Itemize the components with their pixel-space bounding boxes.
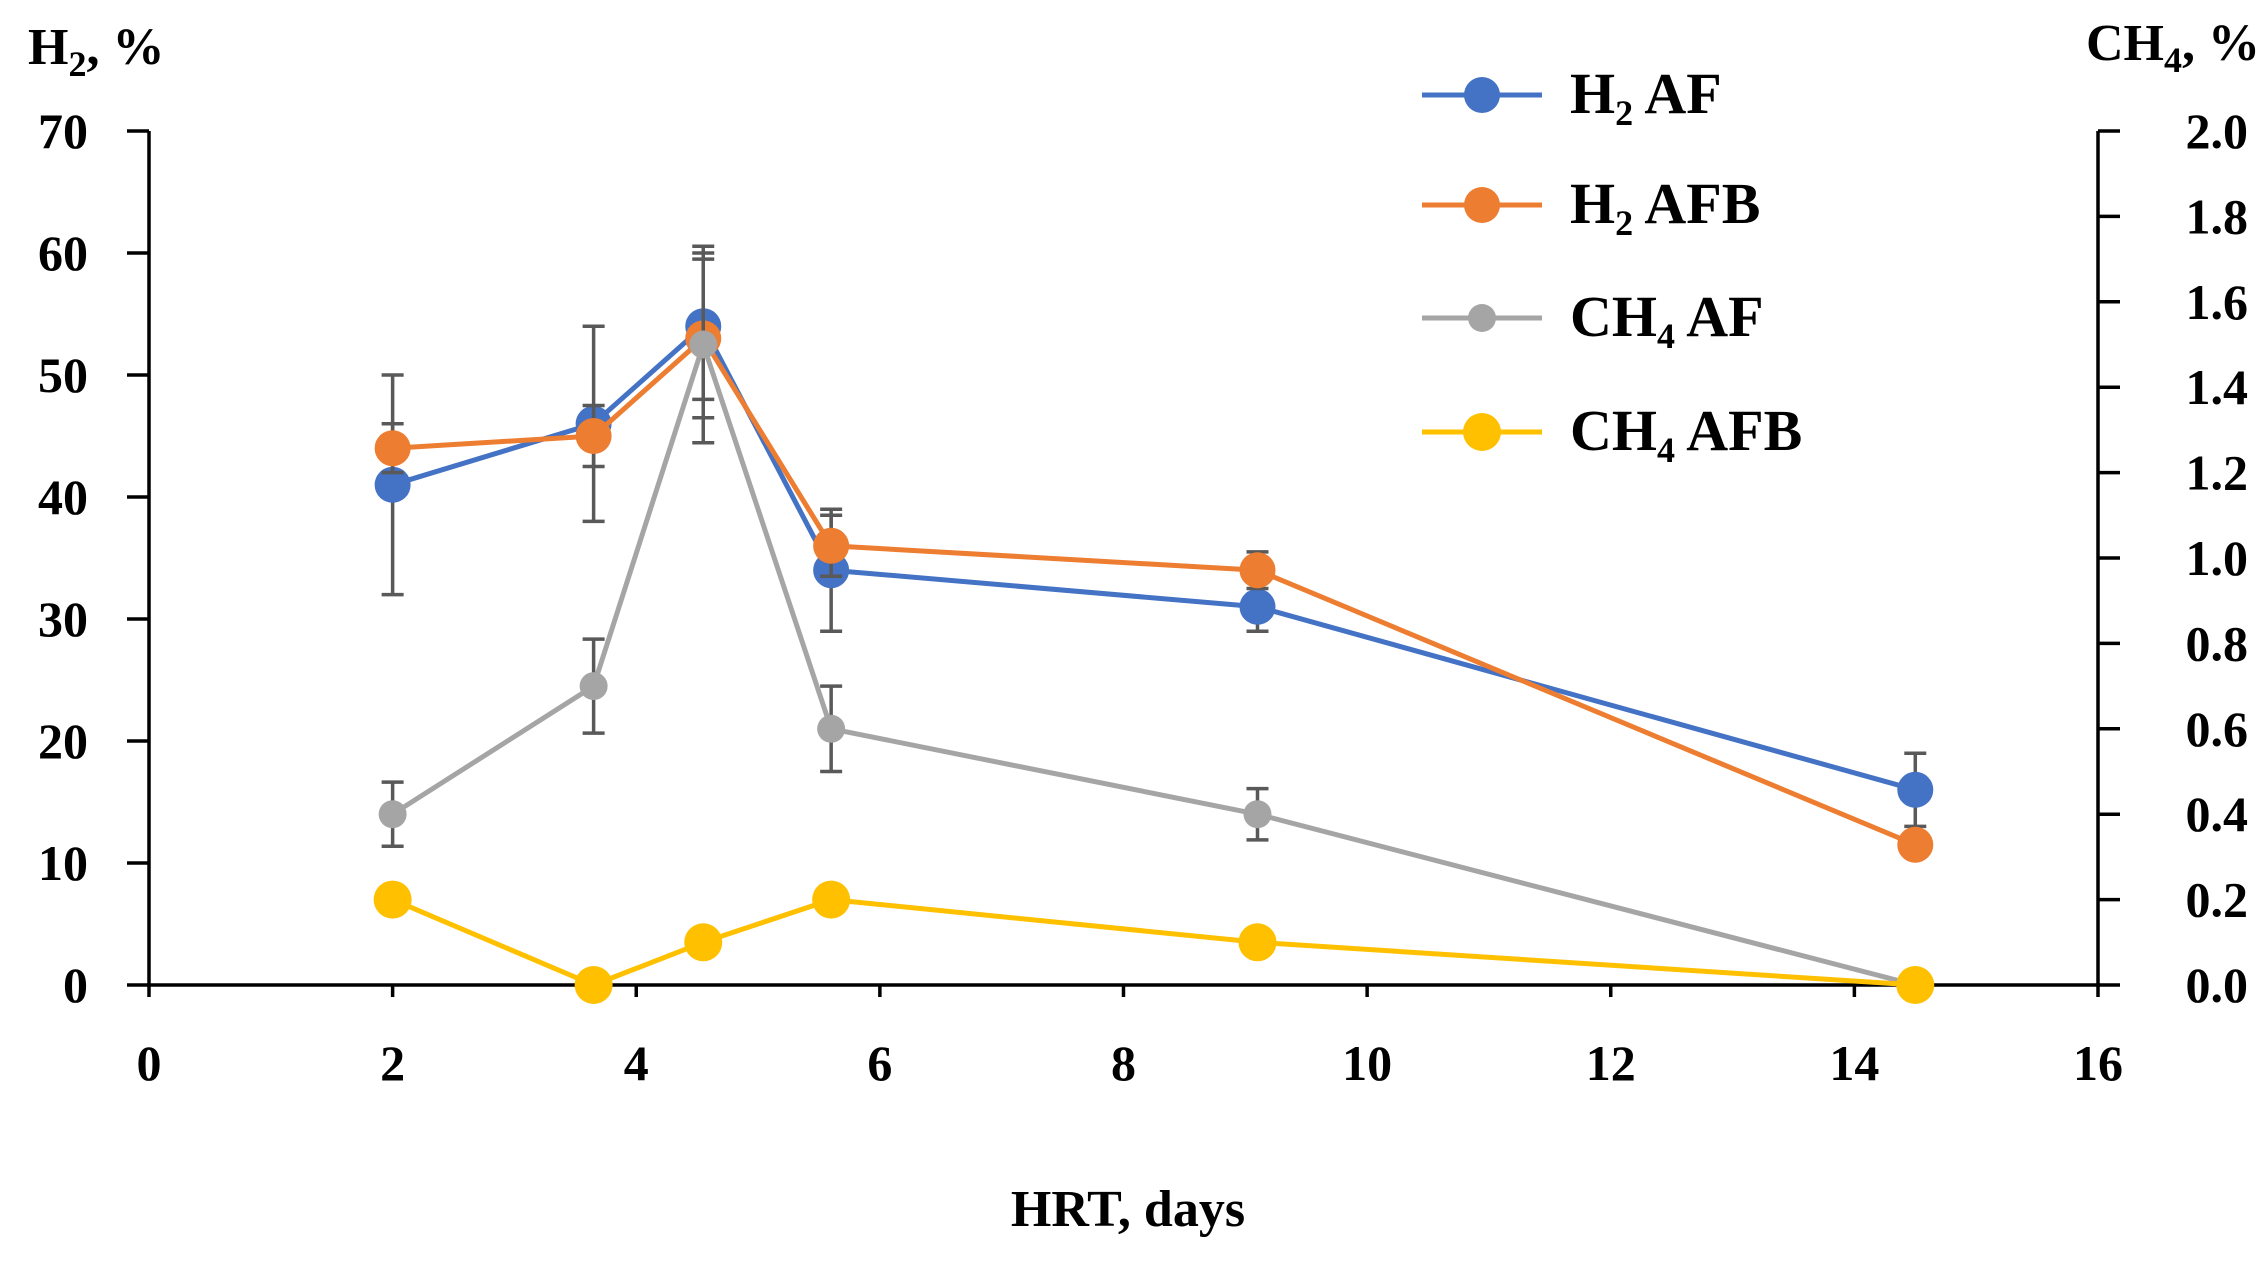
y-right-tick-label: 1.8 [2186,188,2249,244]
legend-marker-ch4-afb [1463,413,1501,451]
y-right-tick-label: 1.6 [2186,274,2249,330]
series-line-h2-af [391,323,1916,793]
legend-label-ch4-af: CH4 AF [1570,284,1764,356]
data-point-ch4-af [689,330,718,359]
y-right-tick-label: 0.4 [2186,786,2249,842]
series-line-ch4-af [391,342,1916,988]
y-right-tick-label: 0.8 [2186,615,2249,671]
y-right-tick-label: 2.0 [2186,103,2249,159]
data-point-ch4-af [817,714,846,743]
series-layer [373,244,1935,1004]
series-line-ch4-afb [391,897,1916,988]
legend-marker-h2-af [1464,77,1500,113]
x-tick-label: 10 [1342,1035,1392,1091]
legend-entry-h2-af: H2 AF [1422,61,1722,133]
x-tick-label: 6 [867,1035,892,1091]
series-ch4-af [378,244,1930,999]
data-point-ch4-afb [373,880,412,919]
x-tick-label: 8 [1111,1035,1136,1091]
legend: H2 AF H2 AFB CH4 AF CH4 AFB [1422,61,1802,470]
series-ch4-afb [373,880,1935,1004]
data-point-ch4-afb [684,923,723,962]
y-left-tick-label: 40 [38,469,88,525]
y-right-tick-label: 1.0 [2186,530,2249,586]
legend-entry-ch4-afb: CH4 AFB [1422,398,1802,470]
legend-marker-ch4-af [1468,304,1496,332]
y-left-tick-label: 10 [38,835,88,891]
ticks-layer: 0 2 4 6 8 10 12 14 16 0 10 20 30 40 50 60 70 0.0 0.2 0.4 0.6… [38,103,2248,1091]
data-point-ch4-af [378,800,407,829]
x-tick-label: 14 [1829,1035,1879,1091]
data-point-ch4-af [1243,800,1272,829]
data-point-h2-af [1897,771,1934,808]
y-left-tick-label: 0 [63,957,88,1013]
legend-entry-h2-afb: H2 AFB [1422,171,1760,243]
y-right-tick-label: 0.2 [2186,872,2249,928]
legend-entry-ch4-af: CH4 AF [1422,284,1764,356]
x-tick-label: 2 [380,1035,405,1091]
x-tick-label: 12 [1586,1035,1636,1091]
legend-label-ch4-afb: CH4 AFB [1570,398,1802,470]
data-point-ch4-afb [1896,966,1935,1004]
y-left-tick-label: 30 [38,591,88,647]
legend-label-h2-af: H2 AF [1570,61,1722,133]
data-point-h2-afb [1897,826,1934,863]
x-tick-label: 16 [2073,1035,2123,1091]
data-point-h2-afb [813,527,850,564]
y-left-tick-label: 20 [38,713,88,769]
x-tick-label: 0 [137,1035,162,1091]
series-line-h2-afb [392,335,1917,848]
data-point-h2-afb [1239,552,1276,589]
legend-marker-h2-afb [1464,187,1500,223]
y-right-tick-label: 0.6 [2186,701,2249,757]
y-right-tick-label: 0.0 [2186,957,2249,1013]
data-point-ch4-af [579,672,608,701]
y-left-axis-title: H2, % [28,19,164,84]
y-right-axis-title: CH4, % [2086,15,2260,80]
data-point-ch4-afb [812,880,851,919]
data-point-h2-afb [575,418,612,454]
data-point-h2-afb [374,430,411,467]
y-left-tick-label: 50 [38,347,88,403]
data-point-h2-af [374,466,411,503]
x-tick-label: 4 [624,1035,649,1091]
y-right-tick-label: 1.4 [2186,359,2249,415]
data-point-h2-af [1239,588,1276,625]
data-point-ch4-afb [1238,923,1277,962]
legend-label-h2-afb: H2 AFB [1570,171,1760,243]
data-point-ch4-afb [574,966,613,1004]
y-right-tick-label: 1.2 [2186,445,2249,501]
y-left-tick-label: 70 [38,103,88,159]
y-left-tick-label: 60 [38,225,88,281]
x-axis-title: HRT, days [1011,1181,1245,1238]
